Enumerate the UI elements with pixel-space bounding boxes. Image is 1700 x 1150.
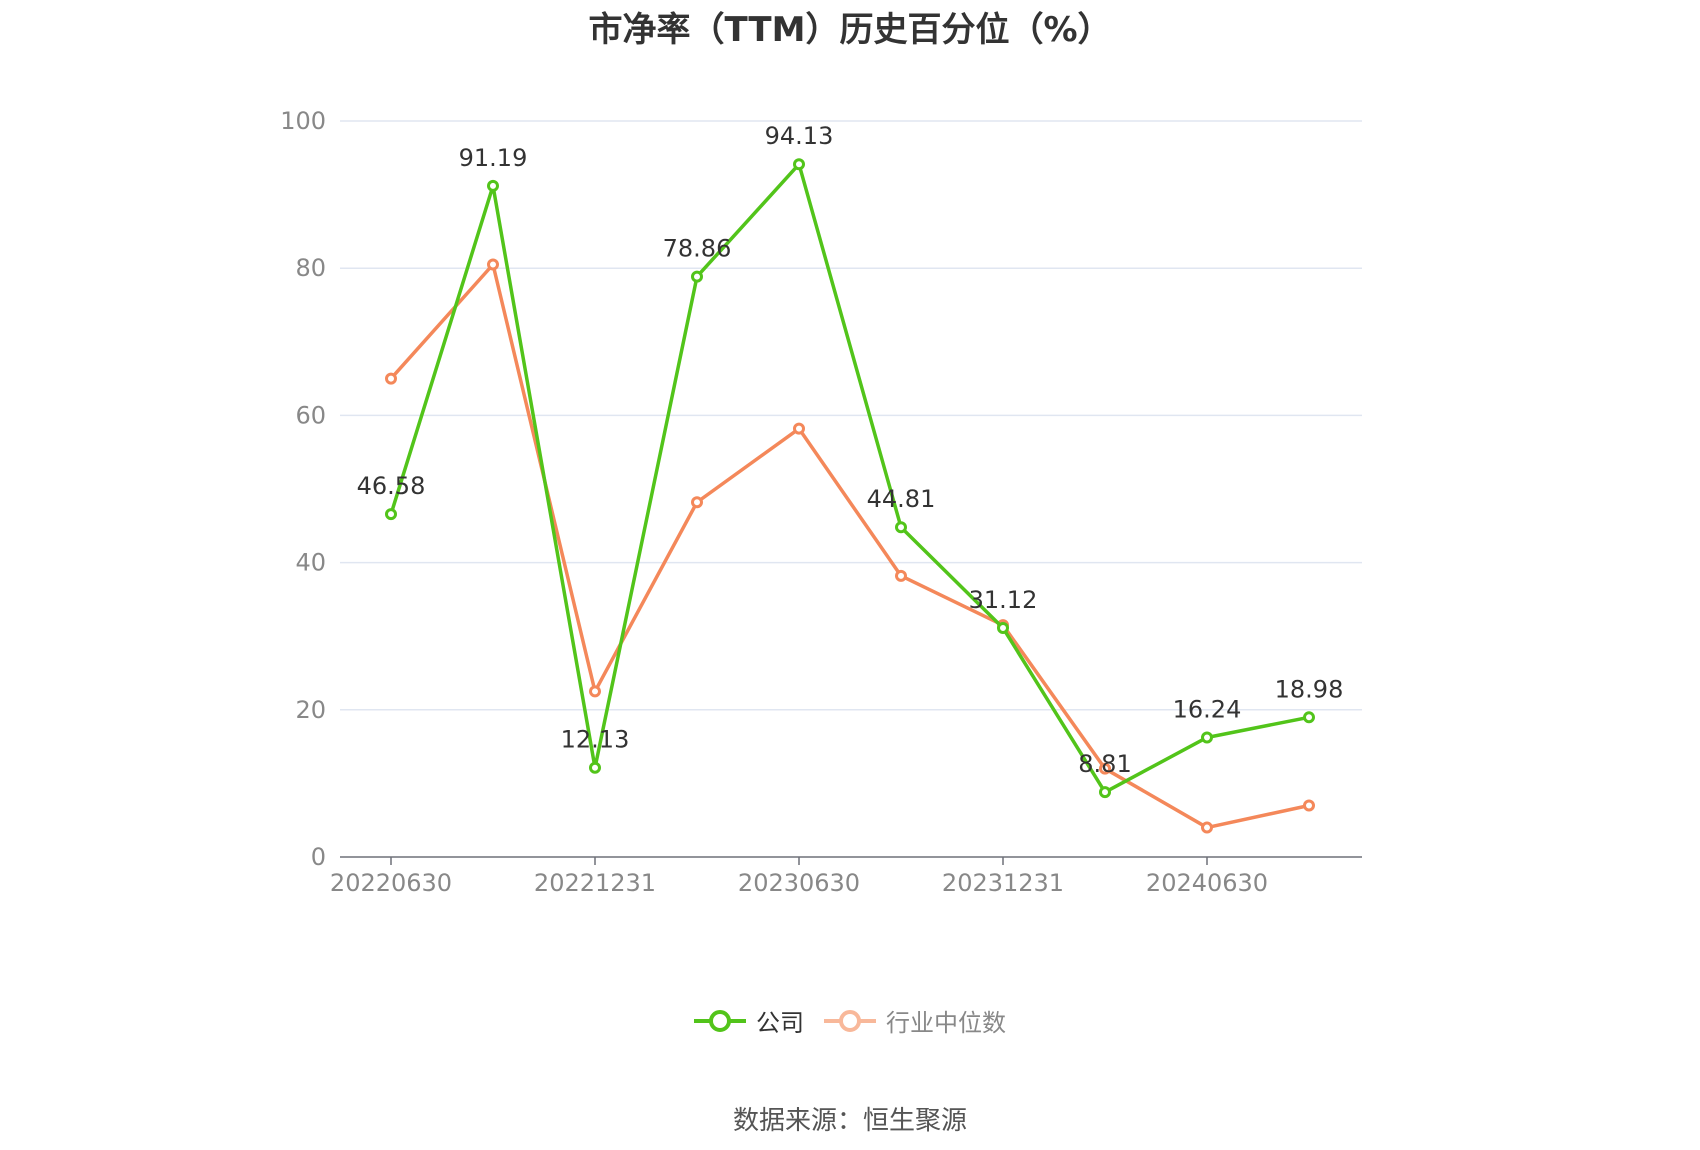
data-label: 44.81	[867, 485, 936, 513]
data-point	[895, 521, 907, 534]
y-tick-label: 40	[295, 549, 326, 577]
data-point	[895, 569, 907, 582]
data-point	[589, 685, 601, 698]
data-point	[487, 258, 499, 271]
x-tick-label: 20220630	[330, 869, 452, 897]
data-point	[793, 422, 805, 435]
chart-title: 市净率（TTM）历史百分位（%）	[588, 10, 1112, 50]
y-tick-label: 60	[295, 401, 326, 429]
y-tick-label: 100	[280, 107, 326, 135]
source-note: 数据来源：恒生聚源	[732, 1106, 967, 1136]
axis-layer: 0 20 40 60 80 100 20220630 20221231 20230630 2023…	[280, 107, 1362, 897]
legend-line-marker-icon	[694, 1009, 746, 1032]
legend-line-marker-icon	[824, 1009, 876, 1032]
grid-layer	[340, 120, 1362, 711]
series-layer	[385, 158, 1315, 834]
data-point	[487, 179, 499, 192]
data-point	[691, 270, 703, 283]
legend-label-company: 公司	[756, 1009, 804, 1037]
data-label: 46.58	[357, 472, 426, 500]
data-label: 16.24	[1173, 695, 1242, 723]
data-label: 18.98	[1275, 675, 1344, 703]
data-point	[1201, 731, 1213, 744]
data-label: 12.13	[561, 726, 630, 754]
y-tick-label: 80	[295, 254, 326, 282]
data-label: 31.12	[969, 586, 1038, 614]
data-point	[691, 496, 703, 509]
data-point	[589, 761, 601, 774]
data-point	[1099, 762, 1111, 775]
data-label: 91.19	[459, 144, 528, 172]
x-tick-label: 20230630	[738, 869, 860, 897]
data-label: 94.13	[765, 122, 834, 150]
data-point	[1201, 821, 1213, 834]
x-tick-label: 20221231	[534, 869, 656, 897]
legend-item-industry-median[interactable]: 行业中位数	[824, 1003, 1006, 1038]
legend: 公司 行业中位数	[0, 1003, 1700, 1038]
data-point	[1303, 799, 1315, 812]
data-point	[793, 158, 805, 171]
data-label-layer: 46.58 91.19 12.13 78.86 94.13 44.81 31.12 8.81 1…	[357, 122, 1344, 778]
data-point	[997, 621, 1009, 634]
data-label: 8.81	[1078, 750, 1131, 778]
y-tick-label: 20	[295, 696, 326, 724]
x-tick-label: 20231231	[942, 869, 1064, 897]
data-point	[385, 508, 397, 521]
data-point	[385, 372, 397, 385]
data-point	[1099, 786, 1111, 799]
data-label: 78.86	[663, 235, 732, 263]
x-tick-label: 20240630	[1146, 869, 1268, 897]
legend-label-industry-median: 行业中位数	[886, 1009, 1006, 1037]
data-point	[1303, 711, 1315, 724]
series-line-company	[389, 162, 1310, 794]
y-tick-label: 0	[311, 843, 326, 871]
legend-item-company[interactable]: 公司	[694, 1003, 804, 1038]
